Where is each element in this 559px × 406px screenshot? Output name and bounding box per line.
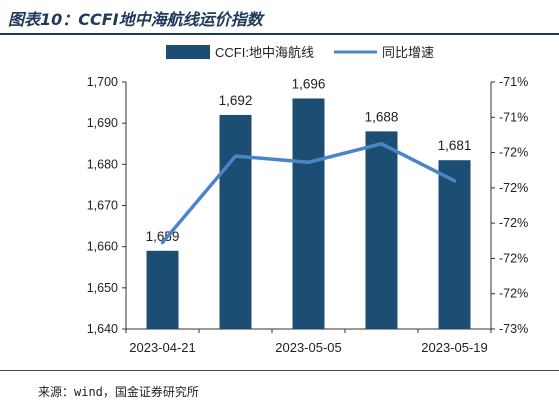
- bar-data-label: 1,692: [219, 93, 253, 108]
- bar: [219, 114, 252, 329]
- legend-label-line: 同比增速: [382, 45, 434, 60]
- y-left-tick-label: 1,680: [87, 157, 118, 171]
- y-right-tick-label: -72%: [499, 287, 528, 301]
- bar: [146, 250, 179, 329]
- bar-data-label: 1,681: [438, 138, 472, 153]
- y-right-tick-label: -72%: [499, 251, 528, 265]
- bar: [292, 98, 325, 329]
- y-left-tick-label: 1,640: [87, 322, 118, 336]
- bar-data-label: 1,696: [292, 76, 326, 91]
- y-right-tick-label: -72%: [499, 146, 528, 160]
- y-right-tick-label: -72%: [499, 216, 528, 230]
- y-right-tick-label: -72%: [499, 181, 528, 195]
- bar: [365, 131, 398, 329]
- legend-label-bar: CCFI:地中海航线: [215, 45, 314, 60]
- y-left-tick-label: 1,670: [87, 199, 118, 213]
- y-left-tick-label: 1,650: [87, 281, 118, 295]
- x-tick-label: 2023-04-21: [129, 340, 196, 355]
- figure-title: 图表10：CCFI地中海航线运价指数: [8, 10, 263, 29]
- footer-divider: [0, 370, 559, 371]
- title-divider: [0, 33, 559, 35]
- y-right-tick-label: -71%: [499, 110, 528, 124]
- bar: [438, 160, 471, 329]
- x-tick-label: 2023-05-05: [275, 340, 342, 355]
- x-tick-label: 2023-05-19: [421, 340, 488, 355]
- bar-data-label: 1,688: [365, 109, 399, 124]
- y-left-tick-label: 1,660: [87, 240, 118, 254]
- source-note: 来源：wind，国金证券研究所: [38, 385, 199, 399]
- chart: CCFI:地中海航线 同比增速 1,640 1,650 1,660 1,670 1,680 1…: [87, 45, 528, 355]
- y-left-tick-label: 1,700: [87, 75, 118, 89]
- y-right-tick-label: -71%: [499, 75, 528, 89]
- y-left-tick-label: 1,690: [87, 116, 118, 130]
- legend-swatch-bar: [166, 45, 210, 59]
- y-right-tick-label: -73%: [499, 322, 528, 336]
